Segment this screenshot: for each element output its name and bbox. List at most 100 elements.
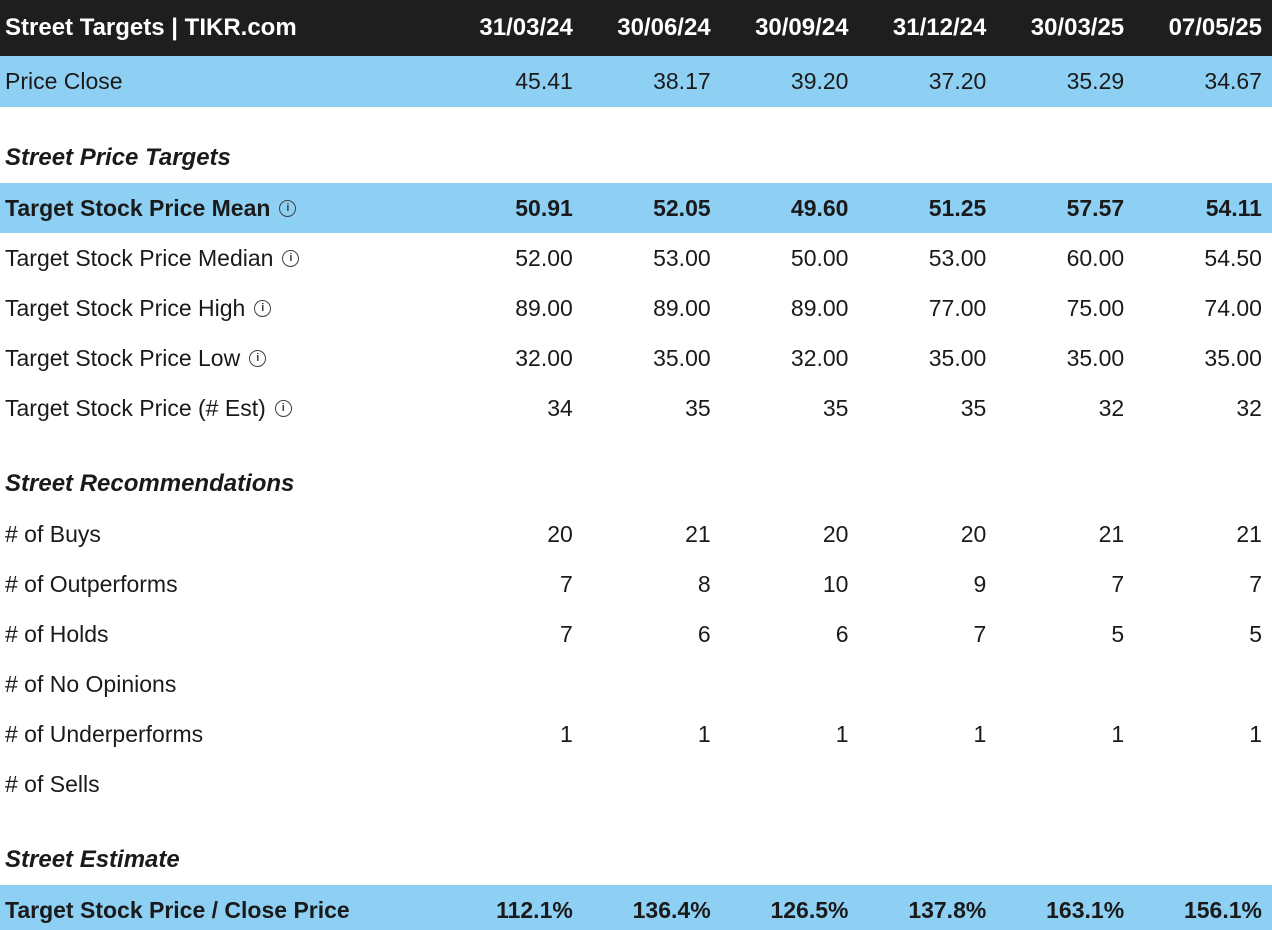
- header-date-5: 07/05/25: [1168, 14, 1262, 41]
- table-row: Target Stock Price Median i 52.00 53.00 50.0…: [0, 233, 1272, 283]
- value-cell: 35: [960, 394, 987, 421]
- value-cell: 54.11: [1205, 194, 1262, 221]
- value-cell: 1: [1111, 720, 1125, 747]
- value-cell: 52.00: [515, 244, 573, 271]
- section-title: Street Recommendations: [5, 470, 295, 497]
- value-cell: 5: [1111, 620, 1125, 647]
- row-label: # of Holds: [0, 621, 445, 648]
- table-row: # of Holds 7 6 6 7 5 5: [0, 609, 1272, 659]
- value-cell: 89.00: [515, 294, 573, 321]
- row-label: # of Underperforms: [0, 721, 445, 748]
- table-body: Price Close 45.41 38.17 39.20 37.20 35.29 34.6…: [0, 56, 1272, 930]
- info-icon[interactable]: i: [282, 249, 300, 267]
- section-header-row: Street Estimate: [0, 835, 1272, 885]
- info-icon[interactable]: i: [279, 199, 297, 217]
- value-cell: 1: [1249, 720, 1262, 747]
- value-cell: 8: [697, 570, 711, 597]
- value-cell: 50.91: [515, 194, 573, 221]
- table-row: Target Stock Price High i 89.00 89.00 89.00 7…: [0, 283, 1272, 333]
- row-label-text: # of No Opinions: [5, 670, 177, 697]
- row-label: Target Stock Price High i: [0, 295, 445, 322]
- section-header-row: Street Price Targets: [0, 133, 1272, 183]
- value-cell: 89.00: [653, 294, 711, 321]
- value-cell: 9: [973, 570, 987, 597]
- value-cell: 136.4%: [632, 896, 711, 923]
- row-label: Target Stock Price Low i: [0, 345, 445, 372]
- value-cell: 126.5%: [770, 896, 849, 923]
- table-header: Street Targets | TIKR.com 31/03/24 30/06/…: [0, 0, 1272, 56]
- info-icon[interactable]: i: [274, 399, 292, 417]
- table-row: # of No Opinions: [0, 659, 1272, 709]
- table-row: # of Underperforms 1 1 1 1 1 1: [0, 709, 1272, 759]
- row-label-text: # of Outperforms: [5, 570, 178, 597]
- row-label: Target Stock Price / Close Price: [0, 897, 445, 924]
- value-cell: 21: [685, 520, 711, 547]
- value-cell: 38.17: [653, 68, 711, 94]
- value-cell: 77.00: [928, 294, 987, 321]
- row-label-text: Target Stock Price Mean: [5, 194, 271, 221]
- value-cell: 51.25: [928, 194, 987, 221]
- header-date-4: 30/03/25: [1030, 14, 1125, 41]
- info-icon[interactable]: i: [249, 349, 267, 367]
- value-cell: 20: [822, 520, 849, 547]
- table-title: Street Targets | TIKR.com: [5, 14, 297, 41]
- row-label-text: Target Stock Price (# Est): [5, 394, 266, 421]
- header-date-1: 30/06/24: [617, 14, 711, 41]
- value-cell: 6: [835, 620, 849, 647]
- value-cell: 52.05: [653, 194, 711, 221]
- value-cell: 32.00: [790, 344, 849, 371]
- table-row: # of Sells: [0, 759, 1272, 809]
- header-date-3: 31/12/24: [892, 14, 987, 41]
- value-cell: 50.00: [790, 244, 849, 271]
- value-cell: 35.00: [653, 344, 711, 371]
- value-cell: 35.29: [1066, 68, 1125, 94]
- value-cell: 112.1%: [496, 896, 573, 923]
- row-label: # of Sells: [0, 771, 445, 798]
- row-label: # of Buys: [0, 521, 445, 548]
- row-spacer: [0, 809, 1272, 835]
- row-label: Price Close: [0, 68, 445, 95]
- value-cell: 7: [560, 570, 573, 597]
- value-cell: 35.00: [1204, 344, 1262, 371]
- value-cell: 5: [1249, 620, 1262, 647]
- row-label-text: Price Close: [5, 68, 123, 94]
- value-cell: 34: [547, 394, 573, 421]
- value-cell: 54.50: [1204, 244, 1262, 271]
- value-cell: 49.60: [790, 194, 849, 221]
- table-row: # of Outperforms 7 8 10 9 7 7: [0, 559, 1272, 609]
- value-cell: 89.00: [790, 294, 849, 321]
- value-cell: 32: [1098, 394, 1125, 421]
- row-label-text: Target Stock Price Low: [5, 344, 241, 371]
- row-label-text: # of Sells: [5, 770, 100, 797]
- table-row: Price Close 45.41 38.17 39.20 37.20 35.29 34.6…: [0, 56, 1272, 107]
- row-label: Target Stock Price Median i: [0, 245, 445, 272]
- row-label-text: # of Underperforms: [5, 720, 204, 747]
- value-cell: 6: [697, 620, 711, 647]
- value-cell: 1: [697, 720, 711, 747]
- row-label: Target Stock Price (# Est) i: [0, 395, 445, 422]
- row-label: # of Outperforms: [0, 571, 445, 598]
- row-label: Target Stock Price Mean i: [0, 195, 445, 222]
- value-cell: 21: [1098, 520, 1125, 547]
- value-cell: 20: [960, 520, 987, 547]
- header-date-2: 30/09/24: [755, 14, 849, 41]
- row-label-text: # of Buys: [5, 520, 101, 547]
- value-cell: 1: [973, 720, 987, 747]
- value-cell: 45.41: [515, 68, 573, 94]
- section-title: Street Price Targets: [5, 144, 231, 171]
- section-header-row: Street Recommendations: [0, 459, 1272, 509]
- value-cell: 34.67: [1204, 68, 1262, 94]
- info-icon[interactable]: i: [254, 299, 272, 317]
- value-cell: 21: [1236, 520, 1262, 547]
- value-cell: 7: [560, 620, 573, 647]
- row-spacer: [0, 433, 1272, 459]
- value-cell: 1: [560, 720, 573, 747]
- table-row: Target Stock Price (# Est) i 34 35 35 35 32 32: [0, 383, 1272, 433]
- value-cell: 57.57: [1066, 194, 1125, 221]
- value-cell: 20: [547, 520, 573, 547]
- value-cell: 163.1%: [1046, 896, 1125, 923]
- value-cell: 60.00: [1066, 244, 1125, 271]
- value-cell: 156.1%: [1183, 896, 1262, 923]
- table-row: Target Stock Price / Close Price 112.1% 13…: [0, 885, 1272, 930]
